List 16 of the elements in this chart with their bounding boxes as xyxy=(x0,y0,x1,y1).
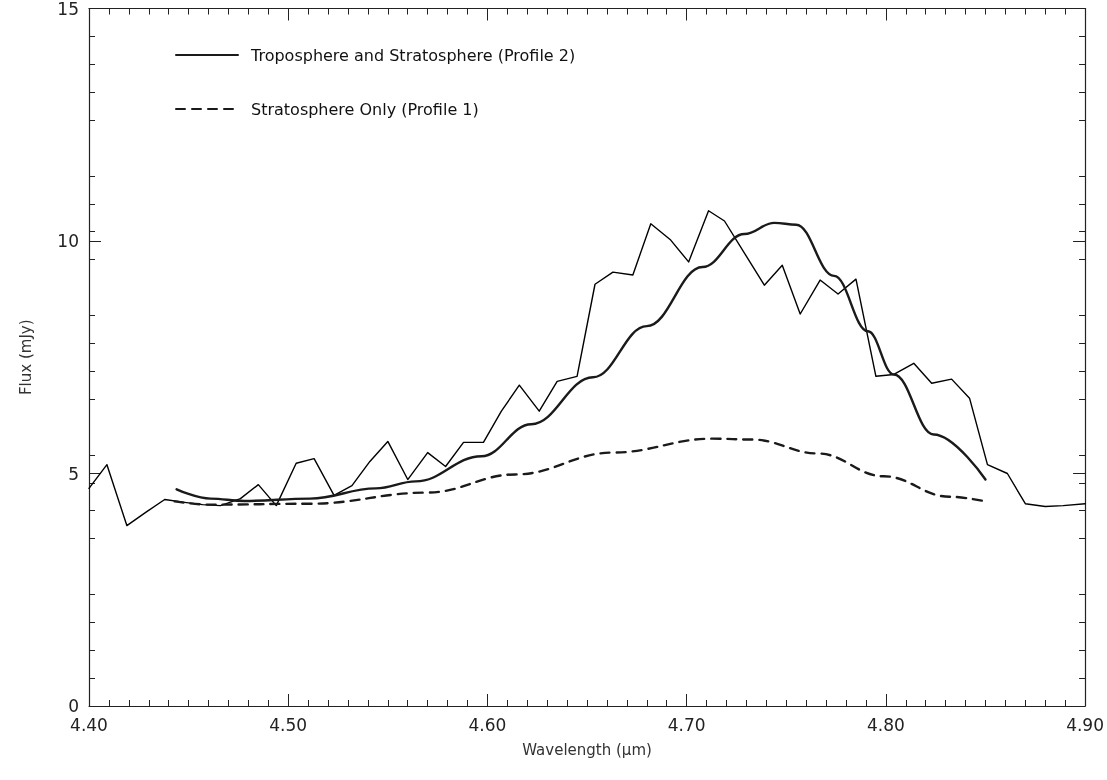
x-tick-label: 4.60 xyxy=(468,714,507,735)
y-tick-label: 10 xyxy=(57,231,79,251)
y-tick-label: 5 xyxy=(68,463,79,484)
x-tick-label: 4.80 xyxy=(866,714,905,735)
y-tick-label: 15 xyxy=(57,0,79,19)
x-axis-title: Wavelength (μm) xyxy=(522,740,652,759)
legend-label: Stratosphere Only (Profile 1) xyxy=(251,99,479,119)
y-tick-label: 0 xyxy=(68,696,79,716)
x-tick-label: 4.90 xyxy=(1066,714,1104,735)
line-series xyxy=(175,221,987,503)
legend-label: Troposphere and Stratosphere (Profile 2) xyxy=(250,45,576,65)
y-axis-title: Flux (mJy) xyxy=(16,319,35,396)
line-series xyxy=(88,210,1086,527)
x-tick-label: 4.70 xyxy=(667,714,706,735)
x-tick-label: 4.40 xyxy=(70,714,108,735)
x-tick-label: 4.50 xyxy=(269,714,308,735)
